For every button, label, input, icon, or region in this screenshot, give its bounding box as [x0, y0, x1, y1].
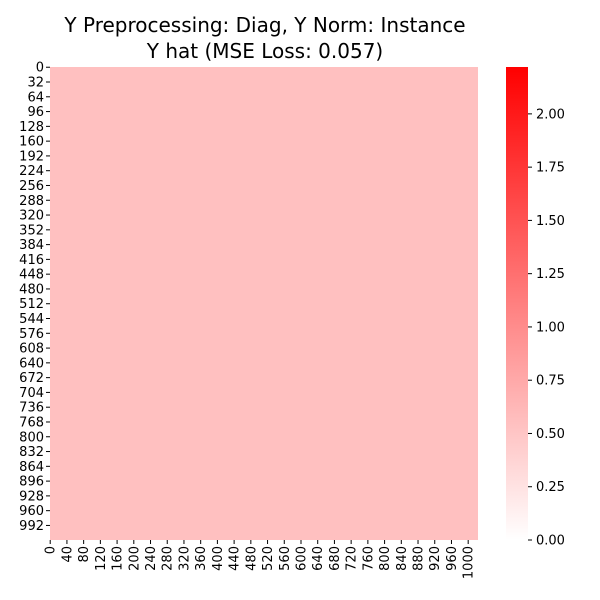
y-tick-label: 384: [19, 238, 44, 253]
y-tick-label: 352: [19, 223, 44, 238]
x-tick-label: 120: [94, 546, 109, 571]
y-tick-label: 736: [19, 401, 44, 416]
y-tick-label: 768: [19, 415, 44, 430]
x-tick-label: 680: [328, 546, 343, 571]
x-tick-label: 440: [228, 546, 243, 571]
x-tick-label: 800: [378, 546, 393, 571]
y-tick-label: 512: [19, 297, 44, 312]
x-tick-label: 160: [111, 546, 126, 571]
y-tick-label: 960: [19, 504, 44, 519]
y-tick-label: 928: [19, 489, 44, 504]
y-tick-label: 608: [19, 342, 44, 357]
x-tick-label: 560: [278, 546, 293, 571]
y-tick-label: 64: [27, 90, 44, 105]
y-tick-label: 896: [19, 475, 44, 490]
colorbar-tick-label: 1.25: [536, 267, 565, 282]
y-tick-label: 32: [27, 76, 44, 91]
chart-title-line-2: Y hat (MSE Loss: 0.057): [146, 39, 384, 63]
colorbar-tick-label: 0.75: [536, 374, 565, 389]
x-tick-label: 640: [311, 546, 326, 571]
y-tick-label: 704: [19, 386, 44, 401]
x-tick-label: 280: [161, 546, 176, 571]
y-tick-label: 224: [19, 164, 44, 179]
colorbar-tick-label: 1.75: [536, 161, 565, 176]
x-tick-label: 960: [445, 546, 460, 571]
colorbar-axis: 0.00 0.25 0.50 0.75 1.00 1.25 1.50 1.75 2.00: [528, 107, 565, 549]
x-tick-label: 200: [127, 546, 142, 571]
y-tick-label: 480: [19, 282, 44, 297]
x-tick-label: 600: [294, 546, 309, 571]
x-tick-label: 360: [194, 546, 209, 571]
y-tick-label: 576: [19, 327, 44, 342]
x-tick-label: 520: [261, 546, 276, 571]
x-axis: 0 40 80 120 160 200 240 280 320 360 400 440 480 520 56…: [44, 540, 477, 579]
y-tick-label: 544: [19, 312, 44, 327]
x-tick-label: 320: [177, 546, 192, 571]
y-tick-label: 256: [19, 179, 44, 194]
x-tick-label: 1000: [462, 546, 477, 579]
y-axis: 0326496128160192224256288320352384416448…: [19, 61, 50, 534]
colorbar-tick-label: 1.00: [536, 320, 565, 335]
x-tick-label: 240: [144, 546, 159, 571]
colorbar-tick-label: 0.25: [536, 480, 565, 495]
y-tick-label: 416: [19, 253, 44, 268]
colorbar-tick-label: 0.00: [536, 534, 565, 549]
y-tick-label: 800: [19, 430, 44, 445]
x-tick-label: 0: [44, 546, 59, 554]
x-tick-label: 840: [395, 546, 410, 571]
x-tick-label: 880: [412, 546, 427, 571]
x-tick-label: 760: [361, 546, 376, 571]
y-tick-label: 640: [19, 356, 44, 371]
y-tick-label: 288: [19, 194, 44, 209]
y-tick-label: 160: [19, 135, 44, 150]
y-tick-label: 192: [19, 149, 44, 164]
y-tick-label: 832: [19, 445, 44, 460]
colorbar-tick-label: 2.00: [536, 107, 565, 122]
y-tick-label: 672: [19, 371, 44, 386]
y-tick-label: 320: [19, 209, 44, 224]
x-tick-label: 40: [60, 546, 75, 563]
colorbar-tick-label: 0.50: [536, 427, 565, 442]
x-tick-label: 480: [244, 546, 259, 571]
x-tick-label: 400: [211, 546, 226, 571]
x-tick-label: 80: [77, 546, 92, 563]
y-tick-label: 128: [19, 120, 44, 135]
heatmap-area: [50, 67, 478, 540]
y-tick-label: 864: [19, 460, 44, 475]
colorbar: [506, 67, 528, 540]
y-tick-label: 448: [19, 268, 44, 283]
y-tick-label: 992: [19, 519, 44, 534]
x-tick-label: 720: [345, 546, 360, 571]
chart-title-line-1: Y Preprocessing: Diag, Y Norm: Instance: [64, 13, 466, 37]
x-tick-label: 920: [428, 546, 443, 571]
y-tick-label: 0: [36, 61, 44, 76]
y-tick-label: 96: [27, 105, 44, 120]
colorbar-tick-label: 1.50: [536, 214, 565, 229]
